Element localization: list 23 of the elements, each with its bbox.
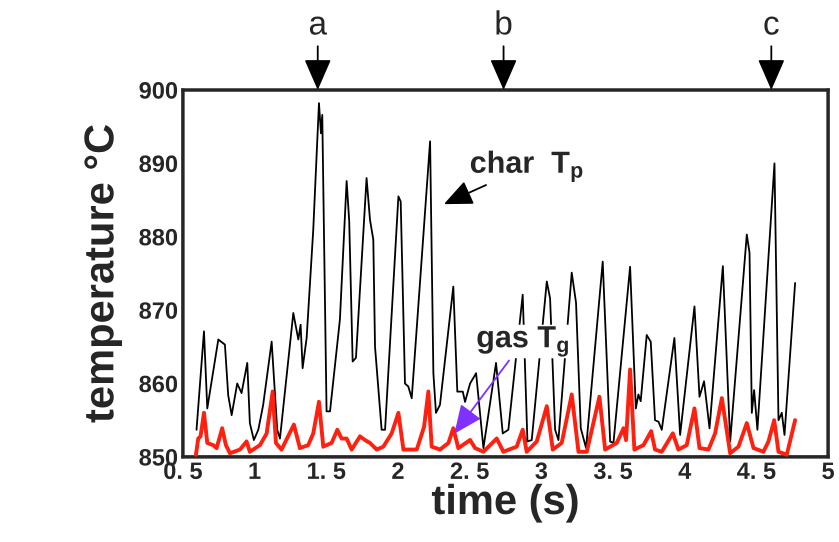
y-tick-label: 890 — [139, 155, 178, 172]
y-tick-label: 900 — [139, 82, 178, 99]
text: a — [310, 16, 328, 35]
y-axis-title: temperature °C — [84, 124, 122, 422]
x-tick-label: 1. 5 — [308, 462, 346, 480]
y-tick-label: 860 — [139, 376, 178, 392]
line-series — [196, 102, 796, 450]
x-tick-label: 2. 5 — [450, 462, 489, 480]
x-tick-label: 3. 5 — [594, 462, 632, 480]
x-axis-title: time (s) — [432, 484, 578, 523]
y-tick-label: 880 — [139, 228, 178, 246]
x-tick-label: 3 — [535, 462, 548, 480]
text: b — [496, 10, 512, 35]
text: c — [764, 16, 779, 35]
x-tick-label: 4 — [678, 462, 692, 479]
line-series — [194, 368, 798, 457]
annotation: char T$_{p}$ — [470, 150, 582, 182]
x-tick-label: 4. 5 — [737, 462, 776, 480]
x-tick-label: 5 — [822, 462, 834, 480]
y-tick-label: 870 — [139, 302, 178, 319]
annotation: gas T$_{g}$ — [477, 326, 568, 357]
x-tick-label: 1 — [250, 462, 260, 479]
x-tick-label: 2 — [392, 462, 404, 479]
